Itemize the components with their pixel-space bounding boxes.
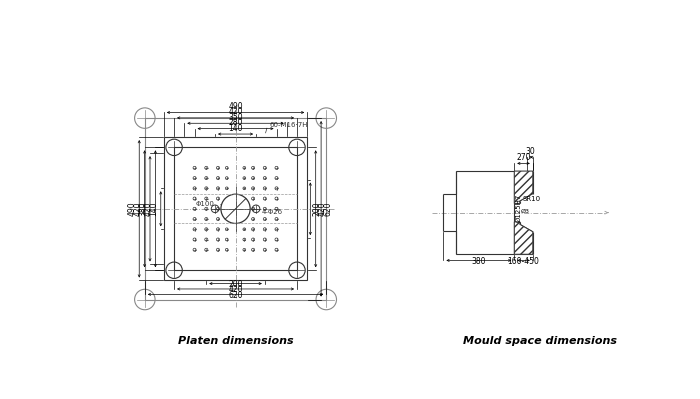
- Text: 420: 420: [318, 201, 327, 216]
- Text: 200: 200: [313, 201, 321, 216]
- Text: 620: 620: [228, 291, 243, 300]
- Bar: [145, 118, 326, 300]
- Text: 420: 420: [144, 201, 153, 216]
- Text: Mould space dimensions: Mould space dimensions: [463, 336, 617, 346]
- Text: 280: 280: [228, 118, 243, 127]
- Text: 350: 350: [228, 113, 243, 122]
- Text: Platen dimensions: Platen dimensions: [178, 336, 293, 346]
- Text: Ø125H7: Ø125H7: [516, 194, 522, 222]
- Text: 420: 420: [228, 285, 243, 294]
- Text: 30: 30: [525, 147, 535, 156]
- Text: 490: 490: [128, 201, 137, 216]
- Bar: [174, 147, 297, 270]
- Text: 380: 380: [472, 257, 486, 266]
- Text: 200: 200: [228, 280, 243, 289]
- Text: 490: 490: [228, 102, 243, 111]
- Text: Φ100: Φ100: [195, 201, 214, 207]
- Bar: [164, 137, 307, 280]
- Text: 140: 140: [228, 124, 243, 132]
- Text: 380: 380: [139, 201, 148, 216]
- Text: 620: 620: [323, 201, 332, 216]
- Text: SR10: SR10: [522, 196, 540, 202]
- Text: 420: 420: [133, 201, 142, 216]
- Text: 60-M16·7H: 60-M16·7H: [270, 122, 308, 128]
- Text: 140: 140: [150, 201, 158, 216]
- Polygon shape: [514, 171, 533, 203]
- Text: Ø3: Ø3: [521, 209, 530, 213]
- Text: 420: 420: [228, 107, 243, 117]
- Text: 270: 270: [517, 153, 531, 162]
- Text: 160-450: 160-450: [508, 257, 540, 266]
- Polygon shape: [514, 222, 533, 254]
- Text: 4-Φ26: 4-Φ26: [262, 209, 283, 215]
